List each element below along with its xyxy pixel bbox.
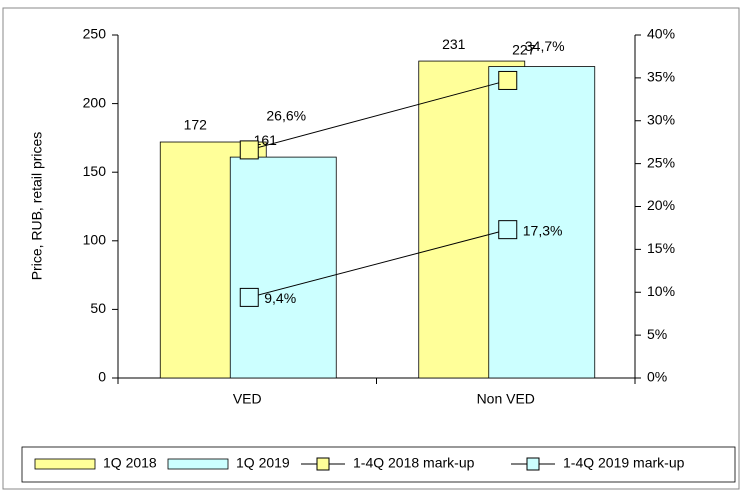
markup-marker	[239, 140, 259, 160]
legend-label: 1-4Q 2018 mark-up	[353, 455, 475, 471]
chart-border	[2, 7, 740, 490]
y-tick-label: 100	[83, 232, 107, 248]
bar-label: 227	[512, 41, 536, 57]
markup-line	[249, 79, 508, 151]
x-tick-label: Non VED	[477, 391, 535, 407]
y2-tick-label: 10%	[647, 283, 675, 299]
legend-label: 1Q 2018	[103, 455, 157, 471]
bar-label: 231	[442, 36, 466, 52]
y-tick-label: 200	[83, 94, 107, 110]
y-tick-label: 50	[90, 300, 106, 316]
legend-marker	[526, 457, 540, 471]
y2-tick-label: 40%	[647, 26, 675, 42]
legend-label: 1-4Q 2019 mark-up	[563, 455, 685, 471]
y-tick-label: 150	[83, 163, 107, 179]
markup-marker	[239, 287, 259, 307]
markup-line	[249, 229, 508, 298]
markup-label: 9,4%	[264, 290, 296, 306]
y-tick-label: 0	[98, 369, 106, 385]
markup-marker	[498, 70, 518, 90]
legend-marker	[316, 457, 330, 471]
legend-swatch	[167, 458, 229, 470]
legend-box	[21, 446, 736, 483]
markup-label: 17,3%	[523, 222, 563, 238]
y2-tick-label: 20%	[647, 197, 675, 213]
y2-tick-label: 30%	[647, 111, 675, 127]
y2-tick-label: 15%	[647, 240, 675, 256]
y-tick-label: 250	[83, 26, 107, 42]
markup-marker	[498, 220, 518, 240]
markup-label: 26,6%	[266, 108, 306, 124]
legend-label: 1Q 2019	[236, 455, 290, 471]
y-axis-label: Price, RUB, retail prices	[29, 132, 45, 281]
y2-tick-label: 5%	[647, 326, 667, 342]
markup-label: 34,7%	[525, 38, 565, 54]
y2-tick-label: 25%	[647, 154, 675, 170]
y2-tick-label: 0%	[647, 369, 667, 385]
legend-swatch	[34, 458, 96, 470]
y2-tick-label: 35%	[647, 69, 675, 85]
bar	[229, 156, 337, 379]
bar-label: 172	[184, 117, 208, 133]
x-tick-label: VED	[233, 391, 262, 407]
